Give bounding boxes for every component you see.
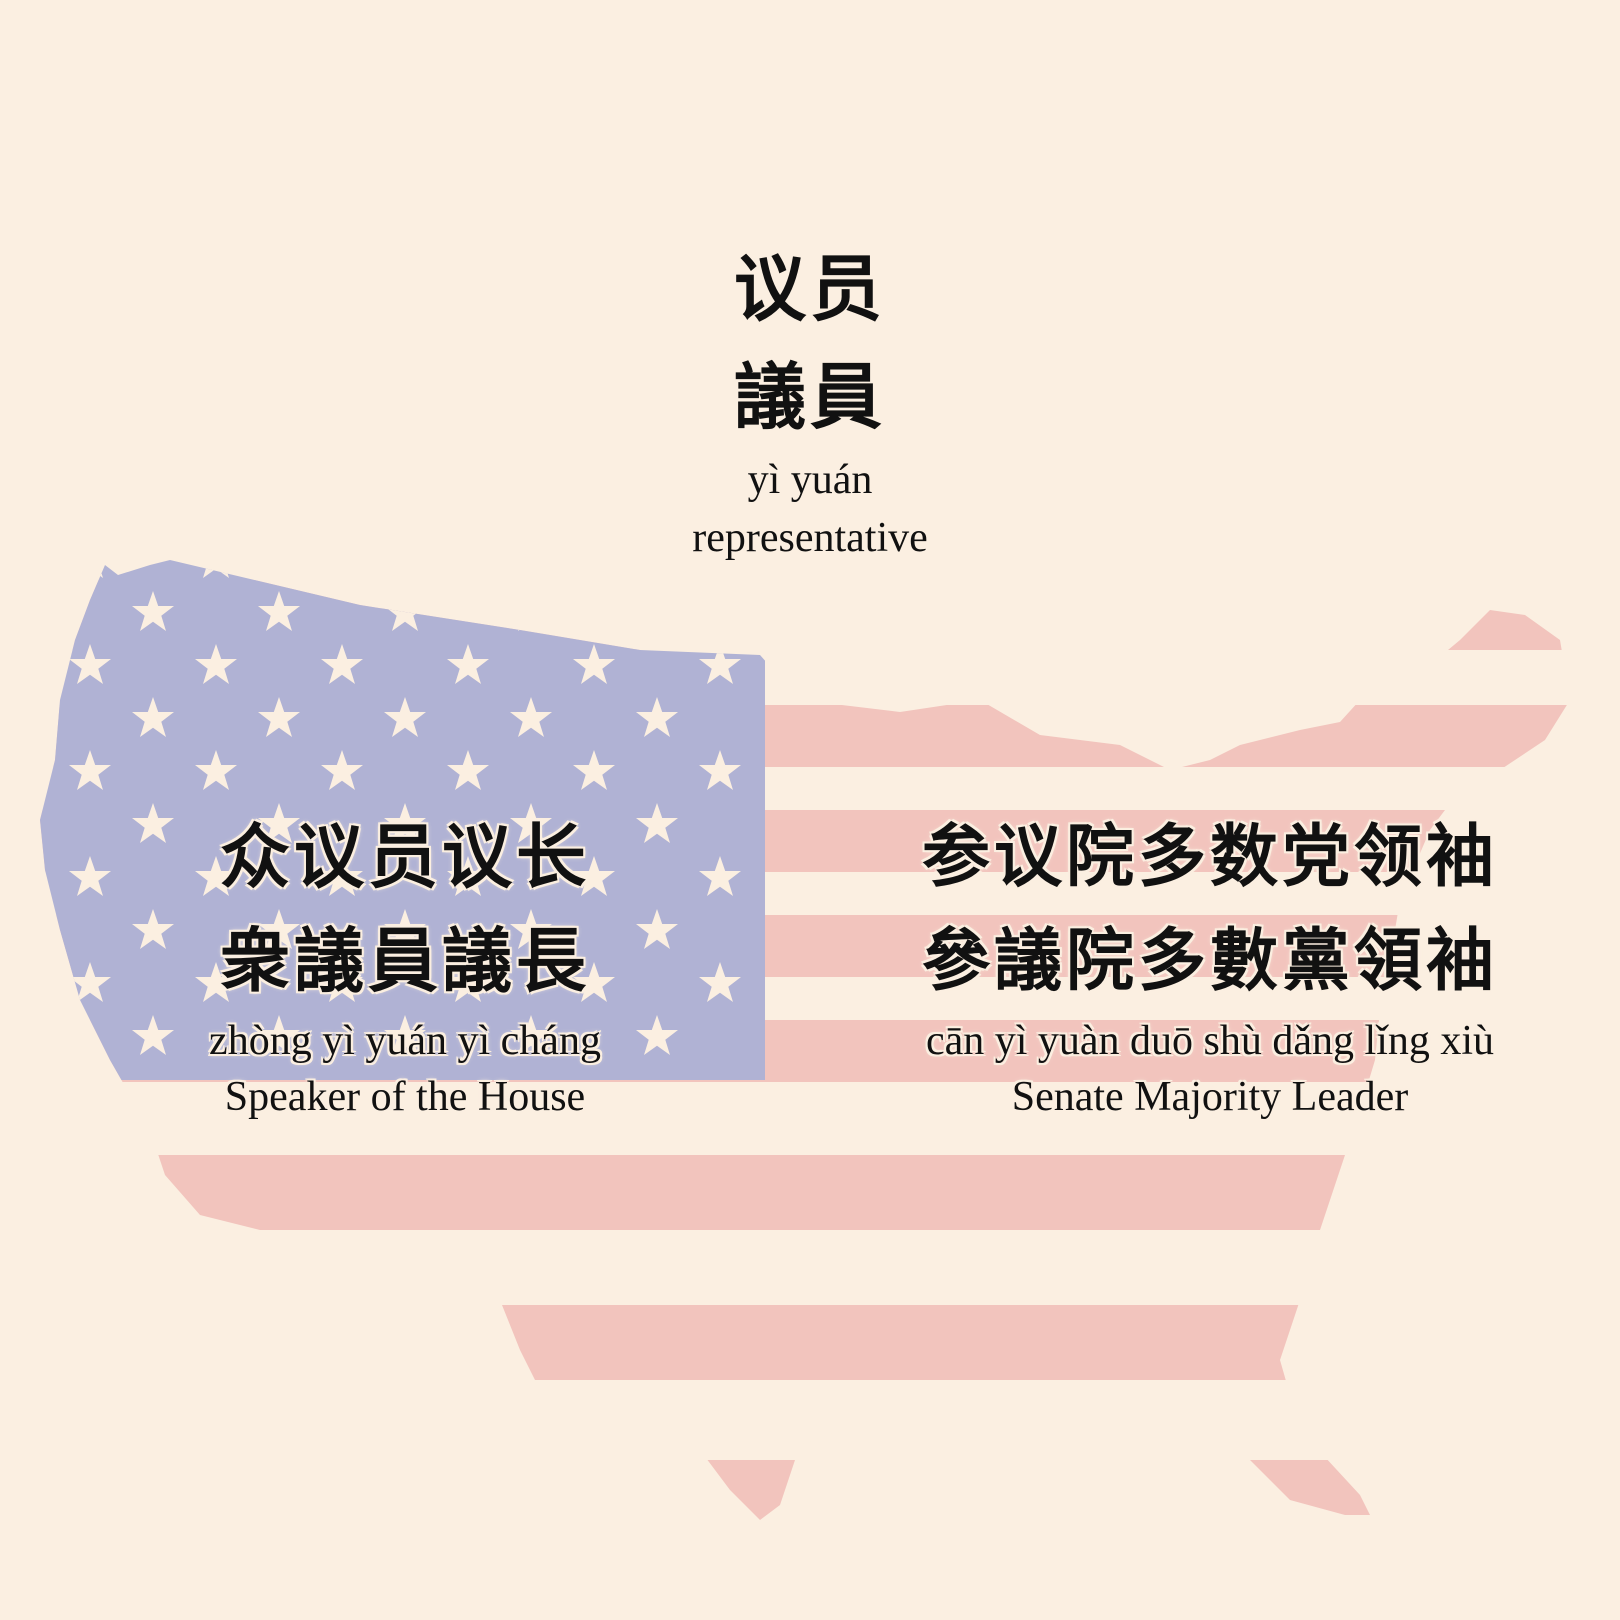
english-translation: Senate Majority Leader: [1011, 1074, 1409, 1120]
star-icon: [510, 591, 552, 631]
star-icon: [321, 560, 363, 578]
pinyin: zhòng yì yuán yì cháng: [209, 1018, 601, 1064]
simplified-characters: 众议员议长: [220, 815, 590, 898]
english-translation: representative: [692, 515, 928, 561]
simplified-characters: 议员: [733, 246, 886, 331]
term-representative: 议员 議員 yì yuán representative: [610, 235, 1010, 567]
star-icon: [573, 560, 615, 578]
star-icon: [447, 560, 489, 578]
star-icon: [636, 591, 678, 631]
pinyin: yì yuán: [747, 457, 873, 503]
simplified-characters: 参议院多数党领袖: [921, 817, 1498, 897]
traditional-characters: 衆議員議長: [220, 919, 590, 1002]
pinyin: cān yì yuàn duō shù dǎng lǐng xiù: [925, 1018, 1495, 1064]
traditional-characters: 參議院多數黨領袖: [921, 921, 1498, 1001]
english-translation: Speaker of the House: [224, 1074, 586, 1120]
traditional-characters: 議員: [733, 354, 886, 439]
term-senate-majority-leader: 参议院多数党领袖 參議院多數黨領袖 cān yì yuàn duō shù dǎ…: [815, 805, 1605, 1125]
term-speaker-of-the-house: 众议员议长 衆議員議長 zhòng yì yuán yì cháng Speak…: [95, 805, 715, 1125]
